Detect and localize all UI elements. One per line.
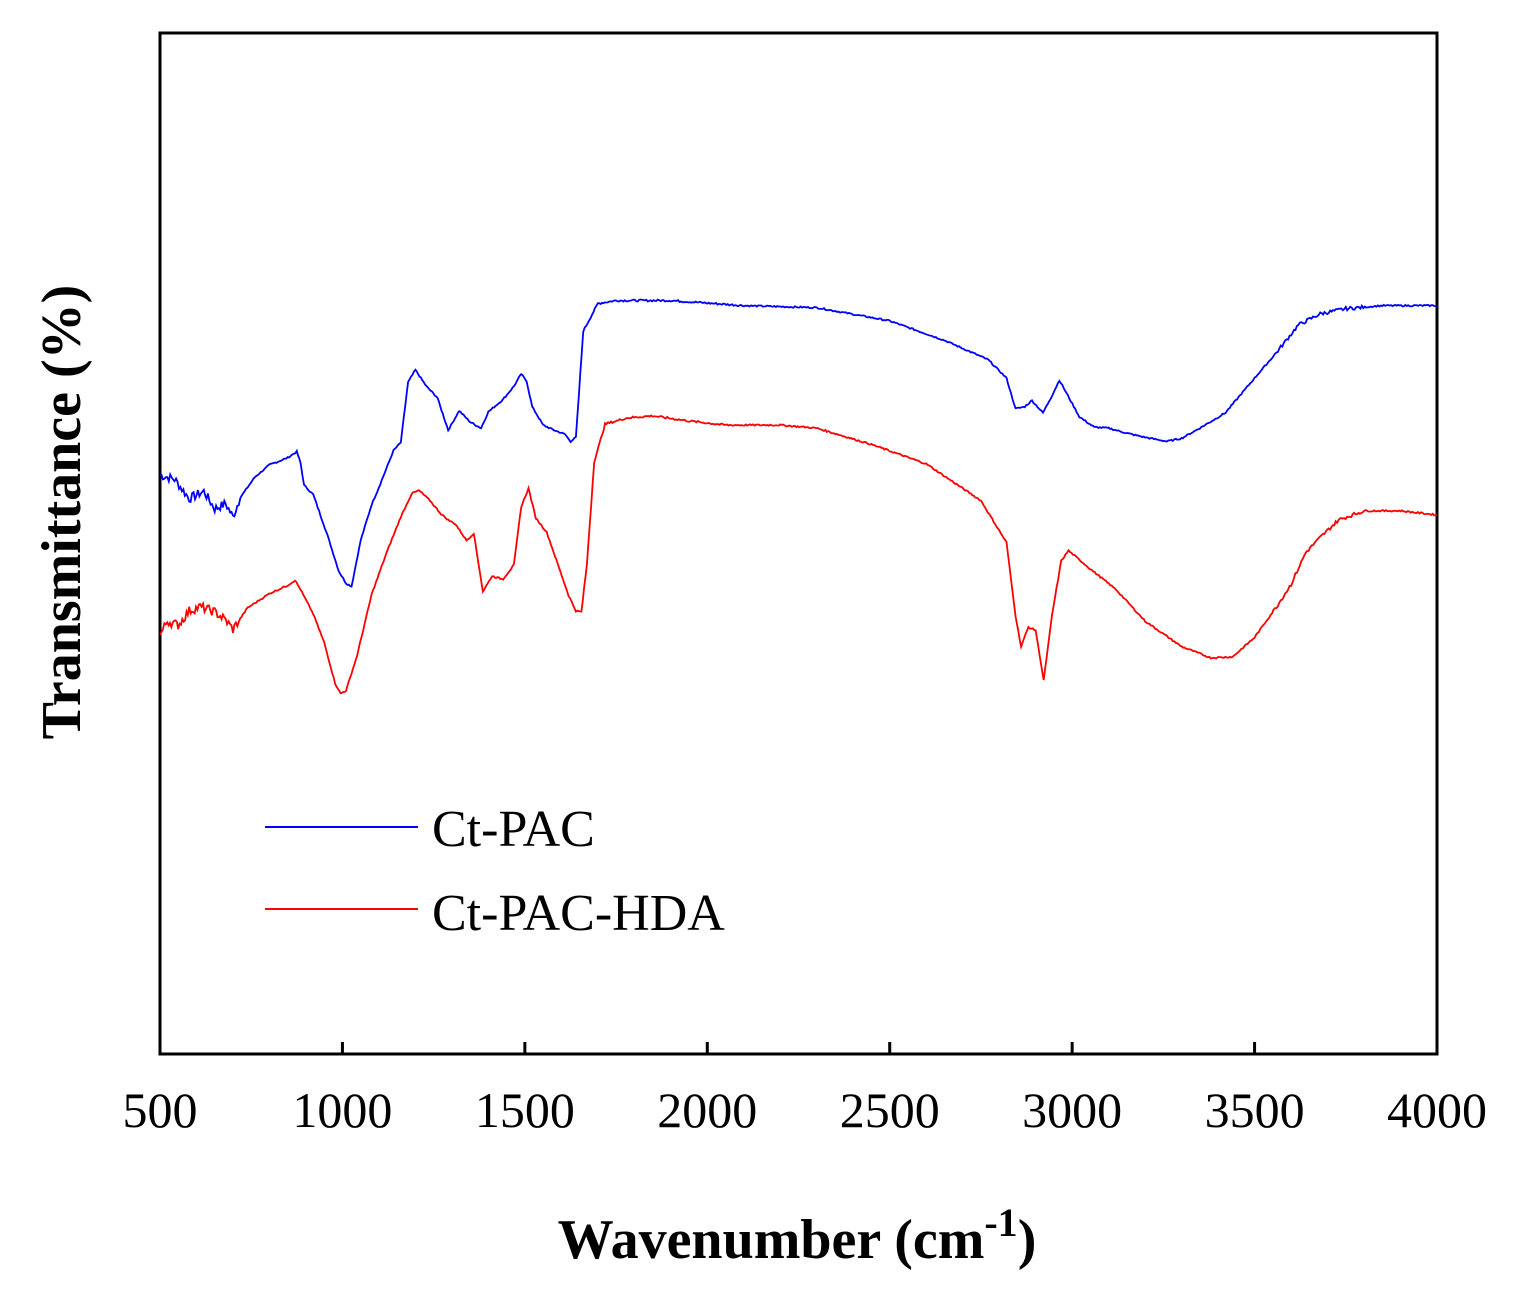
x-tick-label-500: 500 [123, 1082, 198, 1138]
y-axis-label: Transmittance (%) [31, 285, 93, 740]
x-tick-label-1500: 1500 [475, 1082, 575, 1138]
x-axis-ticks: 500 1000 1500 2000 2500 3000 3500 4000 [123, 1042, 1487, 1138]
x-tick-label-2500: 2500 [840, 1082, 940, 1138]
series-layer [160, 298, 1437, 695]
x-axis-label-superscript: -1 [984, 1200, 1017, 1245]
x-axis-label-main: Wavenumber (cm [558, 1209, 985, 1271]
legend: Ct-PAC Ct-PAC-HDA [265, 801, 725, 942]
series-line-ct-pac-hda [160, 414, 1437, 695]
series-line-ct-pac [160, 298, 1437, 588]
plot-frame [158, 31, 1439, 1056]
x-tick-label-2000: 2000 [657, 1082, 757, 1138]
x-axis-label-close: ) [1018, 1209, 1037, 1271]
legend-label-ct-pac-hda: Ct-PAC-HDA [432, 885, 725, 942]
x-axis-label: Wavenumber (cm-1) [558, 1200, 1037, 1271]
x-tick-label-1000: 1000 [292, 1082, 392, 1138]
x-tick-label-4000: 4000 [1387, 1082, 1487, 1138]
legend-label-ct-pac: Ct-PAC [432, 801, 595, 858]
x-tick-label-3500: 3500 [1205, 1082, 1305, 1138]
x-tick-label-3000: 3000 [1022, 1082, 1122, 1138]
